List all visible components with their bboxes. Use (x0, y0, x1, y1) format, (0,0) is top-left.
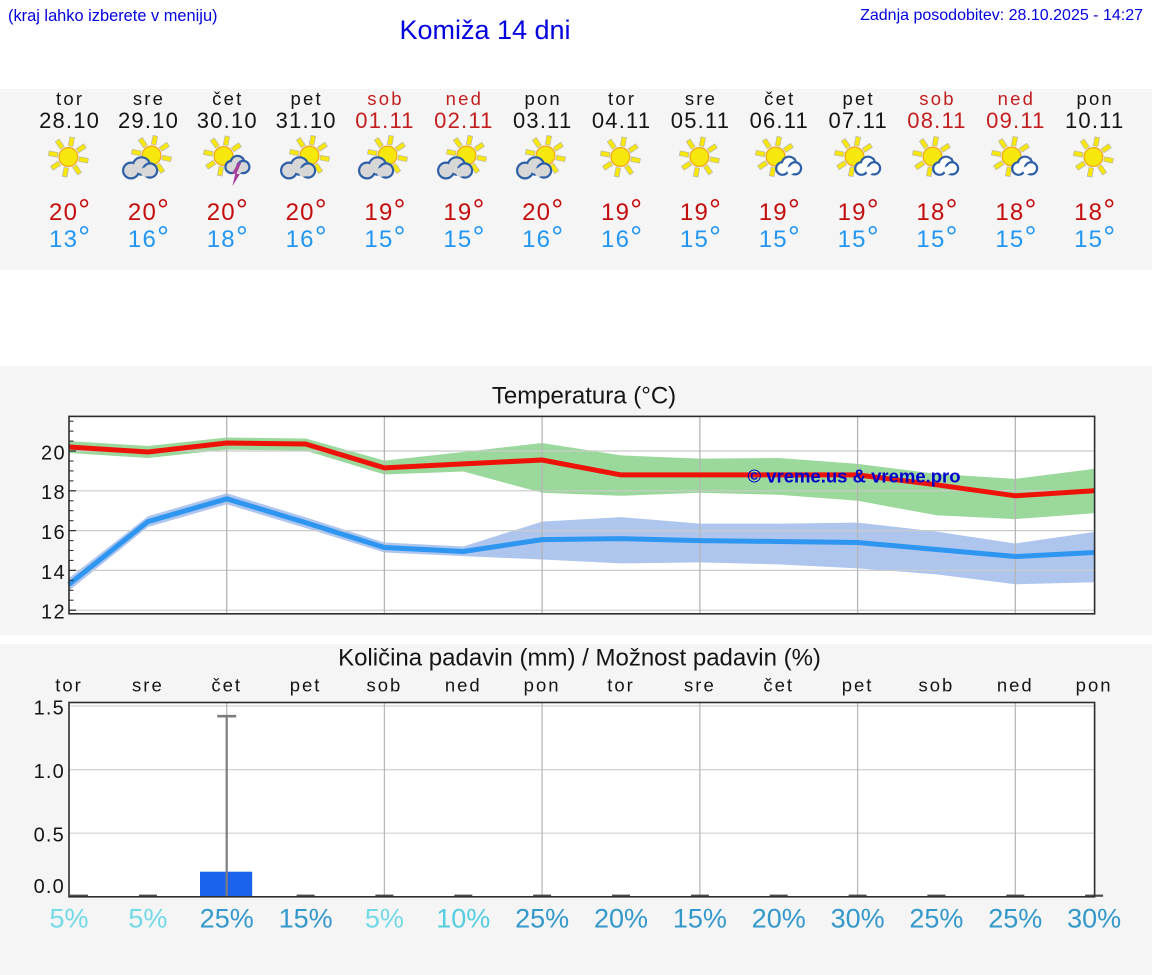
svg-text:5%: 5% (49, 904, 88, 934)
svg-text:20%: 20% (594, 904, 648, 934)
svg-text:25%: 25% (515, 904, 569, 934)
svg-text:1.0: 1.0 (34, 761, 65, 783)
svg-text:1.5: 1.5 (34, 697, 65, 719)
svg-text:Temperatura (°C): Temperatura (°C) (492, 383, 676, 410)
svg-text:pet: pet (842, 675, 874, 696)
svg-text:30%: 30% (831, 904, 885, 934)
svg-text:5%: 5% (128, 904, 167, 934)
svg-text:0.5: 0.5 (34, 825, 65, 847)
svg-text:ned: ned (997, 675, 1034, 696)
svg-text:pon: pon (1076, 675, 1113, 696)
svg-text:25%: 25% (200, 904, 254, 934)
svg-text:15%: 15% (279, 904, 333, 934)
svg-text:sob: sob (366, 675, 402, 696)
svg-text:čet: čet (211, 675, 242, 696)
svg-text:14: 14 (41, 562, 66, 584)
svg-text:pet: pet (290, 675, 322, 696)
svg-text:sre: sre (684, 675, 716, 696)
svg-text:tor: tor (607, 675, 635, 696)
svg-text:20%: 20% (752, 904, 806, 934)
svg-text:18: 18 (41, 482, 66, 504)
svg-text:30%: 30% (1067, 904, 1121, 934)
svg-text:10%: 10% (436, 904, 490, 934)
svg-text:tor: tor (55, 675, 83, 696)
svg-text:pon: pon (524, 675, 561, 696)
svg-text:© vreme.us & vreme.pro: © vreme.us & vreme.pro (747, 466, 960, 487)
svg-text:sob: sob (918, 675, 954, 696)
svg-text:sre: sre (132, 675, 164, 696)
svg-text:25%: 25% (909, 904, 963, 934)
svg-text:25%: 25% (988, 904, 1042, 934)
svg-text:15%: 15% (673, 904, 727, 934)
svg-text:12: 12 (41, 602, 66, 624)
svg-text:5%: 5% (365, 904, 404, 934)
svg-text:čet: čet (763, 675, 794, 696)
svg-text:Količina padavin (mm) / Možnos: Količina padavin (mm) / Možnost padavin … (338, 645, 821, 672)
svg-text:16: 16 (41, 522, 66, 544)
svg-text:ned: ned (445, 675, 482, 696)
svg-text:20: 20 (41, 442, 66, 464)
svg-text:0.0: 0.0 (34, 876, 65, 898)
